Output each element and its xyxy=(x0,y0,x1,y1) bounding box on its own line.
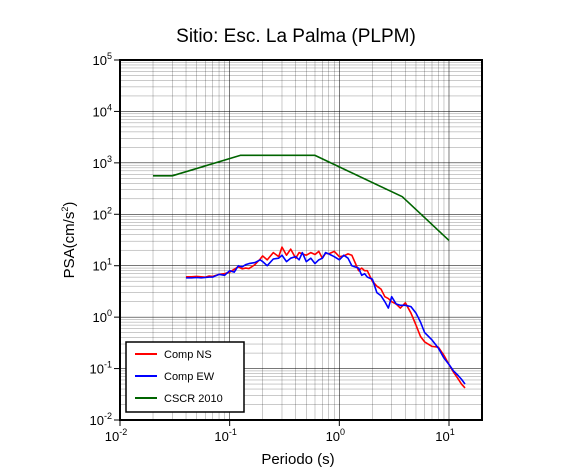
y-tick-label: 10-1 xyxy=(90,360,112,377)
y-tick-label: 102 xyxy=(93,205,112,222)
y-axis-label: PSA(cm/s2) xyxy=(60,202,78,279)
y-tick-label: 101 xyxy=(93,257,112,274)
y-tick-exponent: 5 xyxy=(107,51,112,61)
y-axis-label-superscript: 2 xyxy=(60,207,70,212)
y-tick-exponent: -2 xyxy=(104,411,112,421)
series-line-2 xyxy=(153,154,450,242)
legend: Comp NS Comp EW CSCR 2010 xyxy=(125,341,245,413)
x-tick-exponent: -2 xyxy=(119,427,127,437)
y-tick-label: 104 xyxy=(93,102,112,119)
y-tick-label: 10-2 xyxy=(90,411,112,428)
y-axis-label-tail: ) xyxy=(61,202,78,207)
x-tick-exponent: 1 xyxy=(450,427,455,437)
y-tick-base: 10 xyxy=(93,156,107,171)
x-axis-ticks: 10-2 10-1 100 101 xyxy=(105,420,455,444)
y-tick-label: 103 xyxy=(93,154,112,171)
grid-lines xyxy=(119,59,483,421)
y-tick-exponent: 3 xyxy=(107,154,112,164)
x-tick-exponent: -1 xyxy=(229,427,237,437)
y-tick-base: 10 xyxy=(93,104,107,119)
y-tick-exponent: 4 xyxy=(107,102,112,112)
y-tick-base: 10 xyxy=(93,259,107,274)
x-tick-base: 10 xyxy=(326,429,340,444)
y-tick-base: 10 xyxy=(93,207,107,222)
legend-label-1: Comp EW xyxy=(164,371,215,383)
legend-label-2: CSCR 2010 xyxy=(164,393,223,405)
legend-label-0: Comp NS xyxy=(164,349,212,361)
series-line-1 xyxy=(186,251,466,385)
x-tick-label: 100 xyxy=(326,427,345,444)
plot-frame xyxy=(119,59,483,421)
series-layer xyxy=(153,154,466,389)
x-tick-base: 10 xyxy=(105,429,119,444)
x-tick-base: 10 xyxy=(214,429,228,444)
y-axis-label-text: PSA(cm/s xyxy=(61,212,78,279)
y-tick-exponent: 0 xyxy=(107,308,112,318)
y-tick-base: 10 xyxy=(93,310,107,325)
y-tick-base: 10 xyxy=(90,413,104,428)
x-tick-label: 10-2 xyxy=(105,427,127,444)
y-tick-exponent: 2 xyxy=(107,205,112,215)
y-tick-base: 10 xyxy=(90,362,104,377)
x-tick-label: 10-1 xyxy=(214,427,236,444)
legend-items: Comp NS Comp EW CSCR 2010 xyxy=(135,349,223,405)
chart-title: Sitio: Esc. La Palma (PLPM) xyxy=(176,26,416,47)
x-tick-label: 101 xyxy=(435,427,454,444)
y-tick-exponent: -1 xyxy=(104,360,112,370)
y-tick-exponent: 1 xyxy=(107,257,112,267)
y-tick-label: 105 xyxy=(93,51,112,68)
x-axis-label: Periodo (s) xyxy=(261,451,334,468)
y-tick-label: 100 xyxy=(93,308,112,325)
y-tick-base: 10 xyxy=(93,53,107,68)
x-tick-base: 10 xyxy=(435,429,449,444)
x-tick-exponent: 0 xyxy=(340,427,345,437)
